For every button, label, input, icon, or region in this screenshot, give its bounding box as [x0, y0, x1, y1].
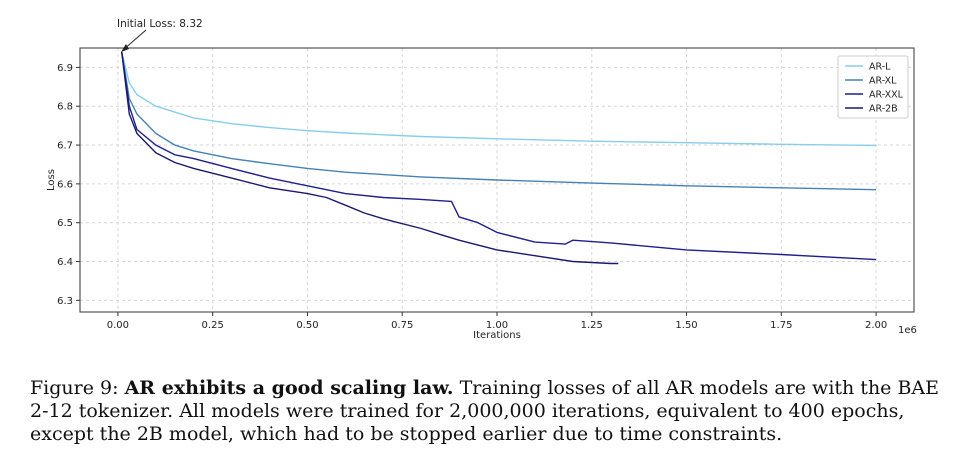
y-axis-label: Loss: [46, 169, 57, 191]
legend: AR-L AR-XL AR-XXL AR-2B: [837, 55, 909, 119]
caption-bold: AR exhibits a good scaling law.: [124, 377, 454, 399]
caption-body: Training losses of all AR models are wit…: [30, 377, 940, 445]
series-line-ar-xl: [121, 51, 877, 191]
y-tick-label: 6.3: [57, 296, 73, 307]
legend-label-ar-xl: AR-XL: [869, 76, 897, 87]
y-tick-label: 6.4: [57, 257, 73, 268]
initial-loss-annotation: Initial Loss: 8.32: [117, 18, 203, 52]
x-tick-label: 1.50: [675, 320, 697, 331]
legend-label-ar-xxl: AR-XXL: [869, 90, 904, 101]
loss-chart: 0.00 0.25 0.50 0.75 1.00 1.25 1.50 1.75 2.00 6.3…: [46, 18, 917, 341]
series-line-ar-xxl: [121, 51, 877, 261]
y-tick-label: 6.9: [57, 63, 73, 74]
y-tick-label: 6.6: [57, 179, 73, 190]
x-tick-label: 0.00: [107, 320, 129, 331]
y-tick-label: 6.8: [57, 102, 73, 113]
x-tick-label: 2.00: [865, 320, 887, 331]
series-line-ar-2b: [121, 51, 619, 265]
x-tick-label: 0.50: [296, 320, 318, 331]
x-axis-offset-label: 1e6: [898, 325, 917, 336]
x-tick-label: 1.00: [486, 320, 508, 331]
x-tick-label: 0.75: [391, 320, 413, 331]
y-tick-label: 6.5: [57, 218, 73, 229]
annotation-text: Initial Loss: 8.32: [117, 18, 203, 30]
x-axis-label: Iterations: [473, 330, 521, 341]
legend-label-ar-2b: AR-2B: [869, 104, 898, 115]
x-tick-label: 0.25: [202, 320, 224, 331]
legend-label-ar-l: AR-L: [869, 62, 891, 73]
x-tick-label: 1.75: [770, 320, 792, 331]
caption-prefix: Figure 9:: [30, 377, 125, 399]
series-line-ar-l: [121, 51, 877, 147]
series-layer: [121, 51, 877, 265]
x-axis-ticks: 0.00 0.25 0.50 0.75 1.00 1.25 1.50 1.75 2.00: [107, 312, 887, 331]
legend-box: [837, 55, 909, 119]
annotation-arrowhead: [121, 44, 129, 52]
figure-caption: Figure 9: AR exhibits a good scaling law…: [30, 377, 945, 446]
y-tick-label: 6.7: [57, 141, 73, 152]
x-tick-label: 1.25: [581, 320, 603, 331]
y-axis-ticks: 6.3 6.4 6.5 6.6 6.7 6.8 6.9: [57, 63, 80, 307]
